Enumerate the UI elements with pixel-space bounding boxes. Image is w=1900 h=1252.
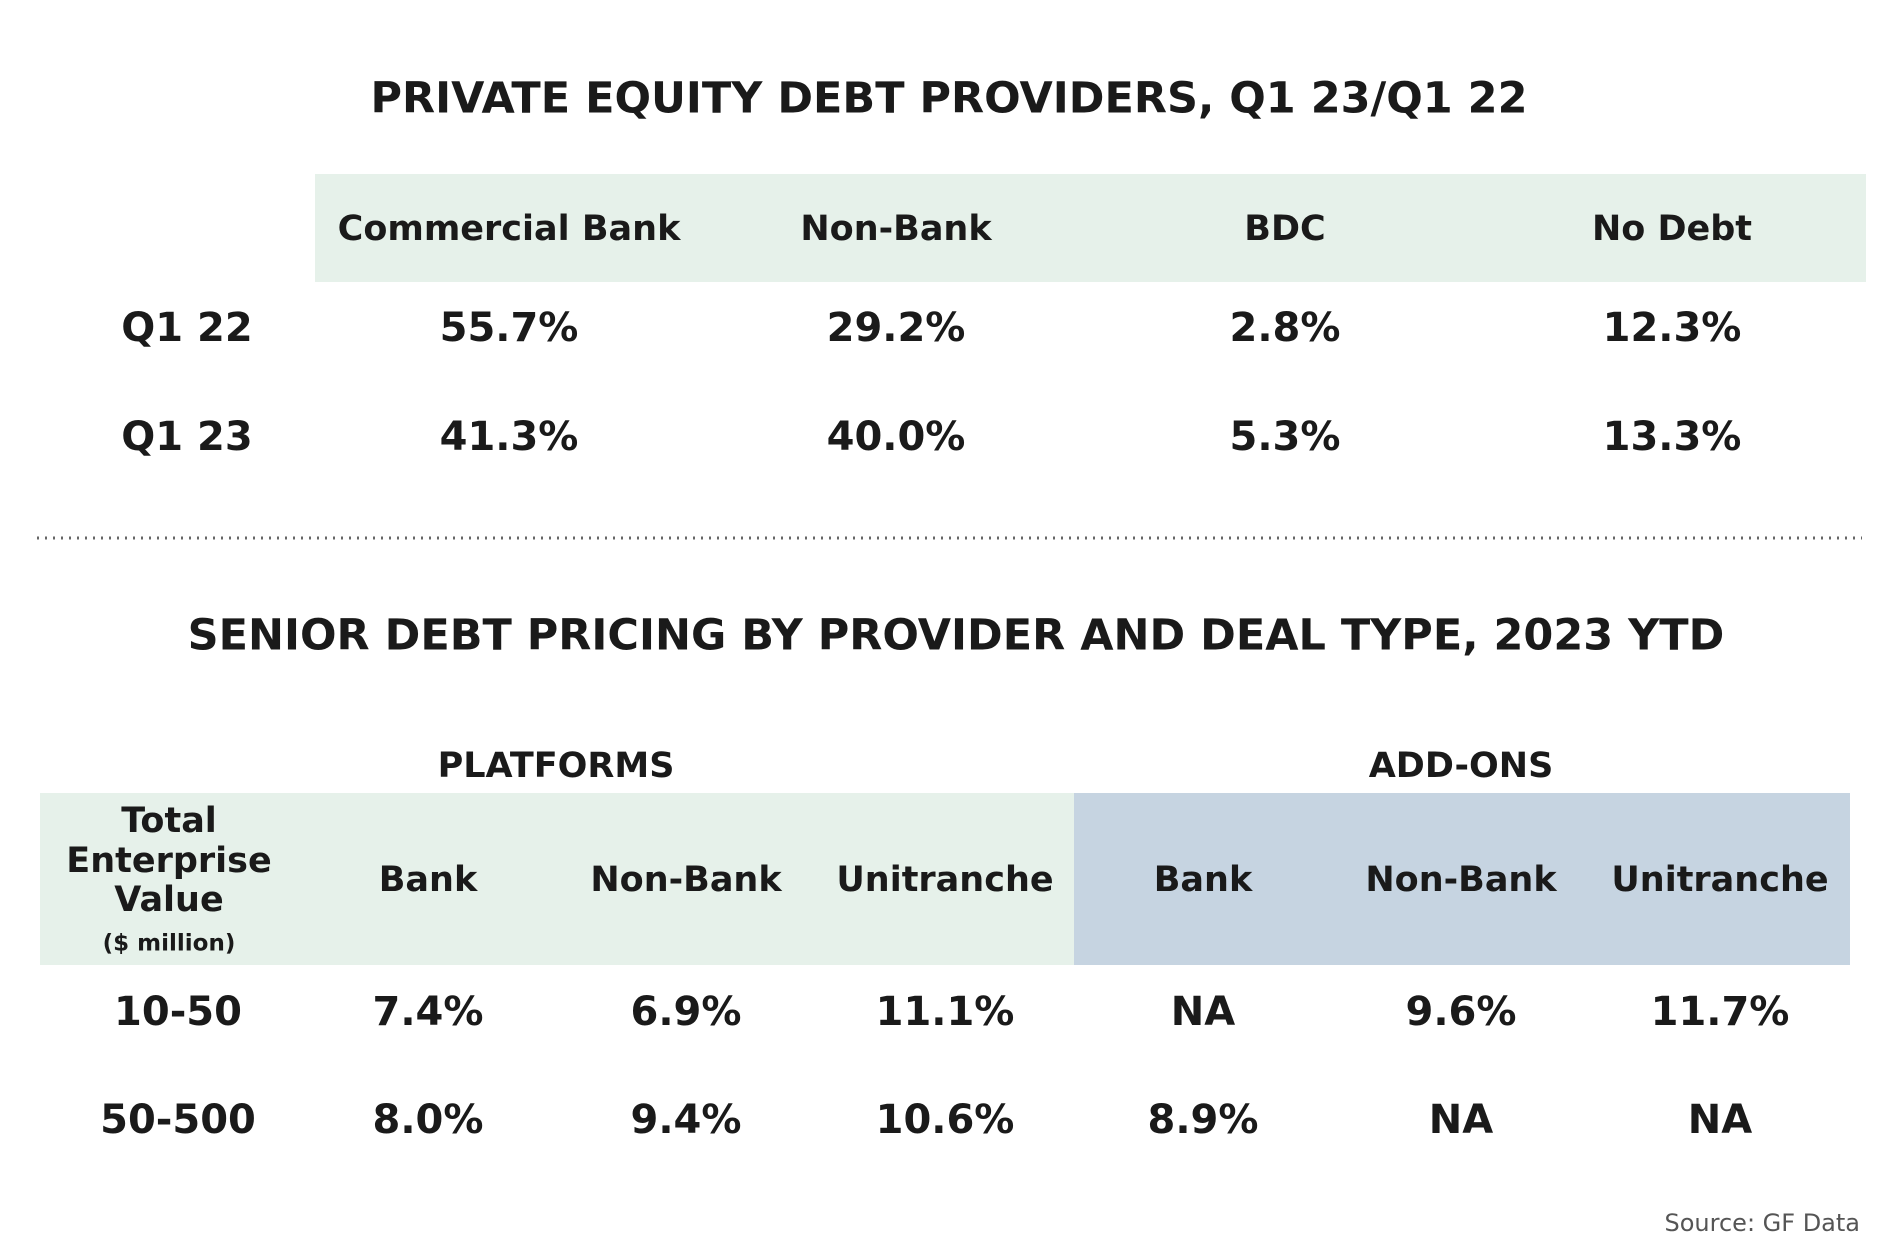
cell: 55.7% [440,305,579,351]
addons-header-band [1074,793,1850,965]
source: Source: GF Data [1665,1209,1860,1237]
column-header: No Debt [1592,209,1752,249]
column-header: Bank [1154,860,1253,900]
cell: 40.0% [827,414,966,460]
cell: 8.0% [373,1097,484,1143]
row-header-unit: ($ million) [103,931,236,957]
cell: 13.3% [1603,414,1742,460]
group-header: ADD-ONS [1369,746,1554,786]
cell: 7.4% [373,989,484,1035]
column-header: Non-Bank [1365,860,1557,900]
column-header: Commercial Bank [338,209,681,249]
column-header: Bank [379,860,478,900]
cell: 11.1% [876,989,1015,1035]
row-header: Enterprise [66,841,271,881]
cell: 9.4% [631,1097,742,1143]
cell: 41.3% [440,414,579,460]
group-header: PLATFORMS [438,746,675,786]
table1-header-band [315,174,1866,282]
cell: 12.3% [1603,305,1742,351]
cell: 9.6% [1406,989,1517,1035]
cell: NA [1688,1097,1752,1143]
cell: NA [1429,1097,1493,1143]
column-header: Non-Bank [590,860,782,900]
cell: 10.6% [876,1097,1015,1143]
cell: 8.9% [1148,1097,1259,1143]
row-label: 50-500 [100,1097,256,1143]
column-header: Unitranche [836,860,1053,900]
platforms-header-band [40,793,1074,965]
row-header: Value [114,880,223,920]
column-header: BDC [1244,209,1325,249]
table2-title: SENIOR DEBT PRICING BY PROVIDER AND DEAL… [188,611,1725,661]
column-header: Unitranche [1611,860,1828,900]
table1-title: PRIVATE EQUITY DEBT PROVIDERS, Q1 23/Q1 … [370,74,1527,124]
column-header: Non-Bank [800,209,992,249]
cell: 6.9% [631,989,742,1035]
row-header: Total [121,801,217,841]
row-label: 10-50 [114,989,242,1035]
cell: NA [1171,989,1235,1035]
cell: 5.3% [1230,414,1341,460]
cell: 2.8% [1230,305,1341,351]
cell: 11.7% [1651,989,1790,1035]
cell: 29.2% [827,305,966,351]
row-label: Q1 23 [121,414,252,460]
row-label: Q1 22 [121,305,252,351]
